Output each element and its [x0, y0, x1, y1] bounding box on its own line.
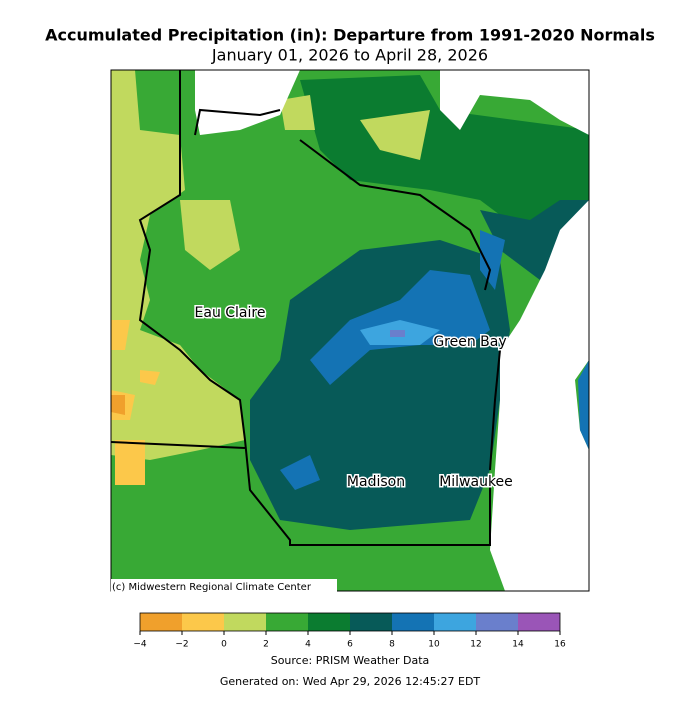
generated: Generated on: Wed Apr 29, 2026 12:45:27 … — [220, 675, 481, 688]
city-label: Eau Claire — [195, 305, 266, 321]
source: Source: PRISM Weather Data — [271, 654, 430, 667]
colorbar-bin — [434, 613, 476, 631]
colorbar-tick-label: 16 — [554, 640, 566, 650]
city-label: Madison — [347, 474, 405, 490]
colorbar-bin — [476, 613, 518, 631]
credit: (c) Midwestern Regional Climate Center — [112, 582, 312, 593]
map — [111, 70, 589, 591]
colorbar-tick-label: −4 — [133, 640, 147, 650]
colorbar-tick-label: 4 — [305, 640, 311, 650]
title: Accumulated Precipitation (in): Departur… — [45, 26, 655, 45]
colorbar-tick-label: 10 — [428, 640, 440, 650]
colorbar-bin — [350, 613, 392, 631]
colorbar-tick-label: 12 — [470, 640, 481, 650]
city-label: Milwaukee — [439, 474, 513, 490]
colorbar-bin — [518, 613, 560, 631]
colorbar-bin — [308, 613, 350, 631]
city-label: Green Bay — [433, 334, 506, 350]
colorbar-tick-label: 6 — [347, 640, 353, 650]
colorbar-bin — [224, 613, 266, 631]
colorbar-tick-label: 2 — [263, 640, 269, 650]
colorbar-bin — [392, 613, 434, 631]
map-frame — [110, 69, 590, 592]
colorbar-tick-label: 8 — [389, 640, 395, 650]
colorbar-tick-label: 0 — [221, 640, 227, 650]
subtitle: January 01, 2026 to April 28, 2026 — [211, 46, 488, 65]
colorbar-tick-label: −2 — [175, 640, 188, 650]
colorbar: −4 −2 0 2 4 6 8 10 12 14 16 — [133, 612, 566, 650]
colorbar-bin — [140, 613, 182, 631]
colorbar-bin — [266, 613, 308, 631]
colorbar-bin — [182, 613, 224, 631]
colorbar-tick-label: 14 — [512, 640, 524, 650]
credit-box — [111, 579, 337, 593]
